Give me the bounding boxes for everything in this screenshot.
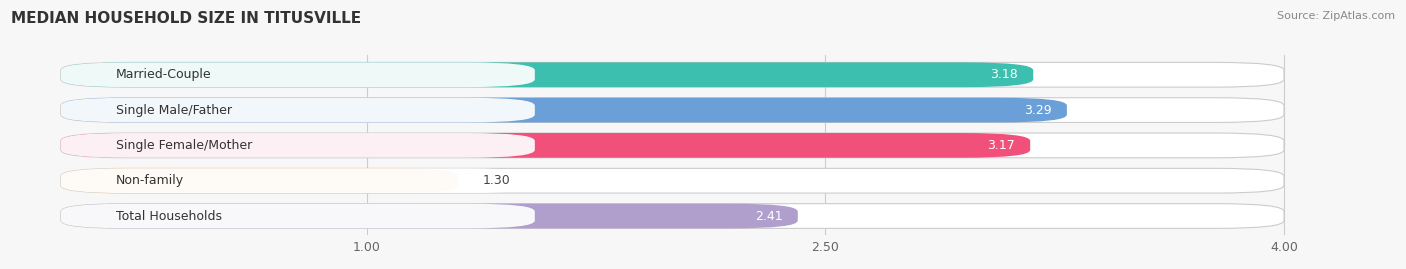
- FancyBboxPatch shape: [60, 133, 1284, 158]
- FancyBboxPatch shape: [60, 204, 797, 228]
- FancyBboxPatch shape: [60, 98, 1284, 122]
- FancyBboxPatch shape: [60, 133, 1031, 158]
- FancyBboxPatch shape: [60, 168, 458, 193]
- FancyBboxPatch shape: [60, 98, 1067, 122]
- Text: MEDIAN HOUSEHOLD SIZE IN TITUSVILLE: MEDIAN HOUSEHOLD SIZE IN TITUSVILLE: [11, 11, 361, 26]
- FancyBboxPatch shape: [60, 98, 534, 122]
- Text: 3.29: 3.29: [1024, 104, 1052, 116]
- Text: Single Female/Mother: Single Female/Mother: [115, 139, 252, 152]
- Text: 1.30: 1.30: [482, 174, 510, 187]
- FancyBboxPatch shape: [60, 62, 1033, 87]
- FancyBboxPatch shape: [60, 62, 534, 87]
- Text: Non-family: Non-family: [115, 174, 184, 187]
- FancyBboxPatch shape: [60, 168, 1284, 193]
- Text: Source: ZipAtlas.com: Source: ZipAtlas.com: [1277, 11, 1395, 21]
- FancyBboxPatch shape: [60, 204, 534, 228]
- Text: 2.41: 2.41: [755, 210, 783, 222]
- FancyBboxPatch shape: [60, 168, 534, 193]
- Text: Total Households: Total Households: [115, 210, 222, 222]
- Text: Single Male/Father: Single Male/Father: [115, 104, 232, 116]
- Text: Married-Couple: Married-Couple: [115, 68, 211, 81]
- FancyBboxPatch shape: [60, 62, 1284, 87]
- Text: 3.18: 3.18: [990, 68, 1018, 81]
- FancyBboxPatch shape: [60, 204, 1284, 228]
- Text: 3.17: 3.17: [987, 139, 1015, 152]
- FancyBboxPatch shape: [60, 133, 534, 158]
